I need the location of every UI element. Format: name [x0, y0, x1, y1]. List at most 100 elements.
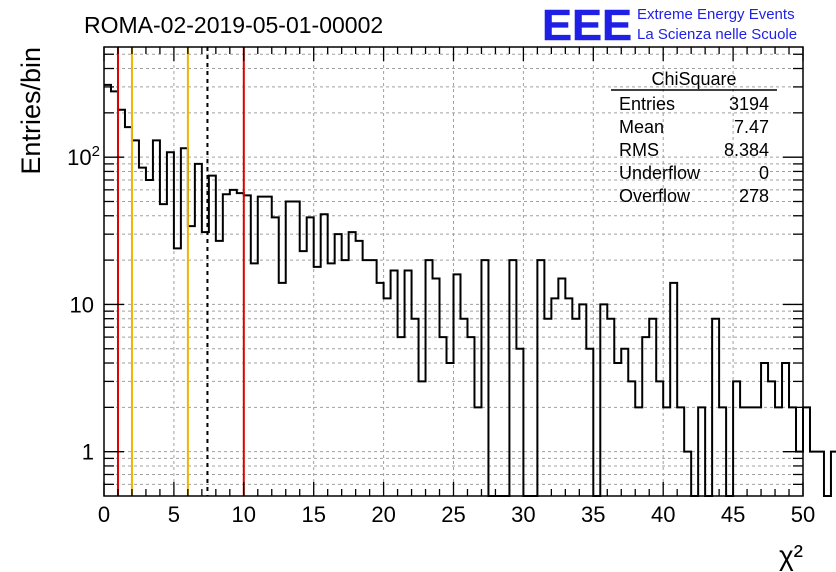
histogram-bin	[810, 452, 817, 496]
histogram-bin	[230, 190, 237, 496]
x-tick-labels: 0 5 10 15 20 25 30 35 40 45 50	[98, 502, 815, 527]
histogram-bin	[447, 363, 454, 496]
histogram-bin	[628, 381, 635, 496]
histogram-bin	[272, 217, 279, 496]
histogram-bin	[118, 110, 125, 496]
histogram-bin	[146, 180, 153, 496]
histogram-bin	[237, 193, 244, 496]
histogram-bin	[377, 283, 384, 496]
histogram-bin	[586, 349, 593, 496]
histogram-bin	[733, 381, 740, 496]
x-tick-label: 50	[791, 502, 815, 527]
histogram-bin	[223, 194, 230, 496]
stats-label: RMS	[619, 140, 659, 160]
histogram-bin	[600, 304, 607, 496]
histogram-bin	[419, 381, 426, 496]
histogram-bin	[111, 91, 118, 496]
x-tick-label: 10	[232, 502, 256, 527]
stats-box-bg	[611, 70, 777, 71]
histogram-bin	[363, 260, 370, 496]
y-tick-labels: 1 10 102	[67, 143, 100, 465]
histogram-bin	[258, 197, 265, 496]
histogram-bin	[300, 251, 307, 496]
histogram-bin	[440, 337, 447, 496]
histogram-bin	[817, 452, 824, 496]
chart-title: ROMA-02-2019-05-01-00002	[84, 12, 383, 38]
histogram-bin	[761, 363, 768, 496]
x-tick-label: 35	[581, 502, 605, 527]
histogram-bin	[426, 260, 433, 496]
histogram-bin	[370, 260, 377, 496]
stats-label: Entries	[619, 94, 675, 114]
histogram-bin	[160, 204, 167, 496]
axes	[103, 46, 804, 497]
x-tick-label: 25	[441, 502, 465, 527]
eee-logo: EEE Extreme Energy Events La Scienza nel…	[542, 1, 797, 51]
x-tick-label: 40	[651, 502, 675, 527]
logo-line1: Extreme Energy Events	[637, 6, 795, 23]
x-tick-label: 20	[371, 502, 395, 527]
stats-title: ChiSquare	[651, 69, 736, 89]
histogram-bin	[209, 176, 216, 496]
x-tick-label: 0	[98, 502, 110, 527]
x-tick-label: 30	[511, 502, 535, 527]
histogram-bin	[244, 195, 251, 496]
histogram-bin	[467, 337, 474, 496]
histogram-bin	[398, 337, 405, 496]
histogram-bin	[216, 241, 223, 496]
histogram-bin	[803, 407, 810, 496]
logo-line2: La Scienza nelle Scuole	[637, 26, 797, 43]
histogram-bin	[782, 363, 789, 496]
histogram-bin	[181, 148, 188, 496]
x-tick-label: 45	[721, 502, 745, 527]
y-tick-label: 1	[82, 440, 94, 465]
histogram-bin	[579, 304, 586, 496]
histogram-bin	[621, 349, 628, 496]
histogram-bin	[139, 168, 146, 496]
stats-rows: Entries 3194 Mean 7.47 RMS 8.384 Underflow 0 Ove…	[619, 94, 769, 206]
stats-value: 0	[759, 163, 769, 183]
histogram-bin	[454, 274, 461, 496]
histogram-bin	[656, 381, 663, 496]
stats-value: 8.384	[724, 140, 769, 160]
histogram-bin	[342, 260, 349, 496]
stats-label: Mean	[619, 117, 664, 137]
histogram-bin	[195, 164, 202, 496]
x-tick-label: 5	[168, 502, 180, 527]
histogram-bin	[321, 214, 328, 496]
stats-box: ChiSquare Entries 3194 Mean 7.47 RMS 8.384 Und…	[611, 69, 777, 206]
stats-value: 7.47	[734, 117, 769, 137]
histogram-bin	[335, 234, 342, 496]
histogram-bin	[307, 217, 314, 496]
histogram-bin	[265, 197, 272, 496]
histogram-bin	[279, 283, 286, 496]
histogram-bin	[328, 263, 335, 496]
histogram-bin	[670, 283, 677, 496]
histogram-bin	[104, 85, 111, 496]
histogram-bin	[167, 152, 174, 496]
y-tick-label: 10	[70, 292, 94, 317]
x-axis-label: χ²	[779, 540, 803, 571]
histogram-bin	[188, 226, 195, 496]
histogram-bin	[481, 260, 488, 496]
logo-mark: EEE	[542, 1, 632, 50]
stats-value: 278	[739, 186, 769, 206]
histogram-bin	[356, 241, 363, 496]
histogram-bin	[537, 260, 544, 496]
stats-value: 3194	[729, 94, 769, 114]
reference-lines	[116, 47, 245, 496]
histogram-outline	[104, 83, 836, 497]
y-tick-label: 102	[67, 143, 100, 170]
stats-label: Underflow	[619, 163, 701, 183]
x-tick-label: 15	[301, 502, 325, 527]
histogram-bin	[768, 381, 775, 496]
stats-label: Overflow	[619, 186, 691, 206]
histogram-bin	[614, 363, 621, 496]
y-axis-label: Entries/bin	[16, 47, 46, 175]
histogram-bin	[349, 232, 356, 496]
histogram-bin	[509, 260, 516, 496]
histogram-bin	[516, 349, 523, 496]
histogram-bars	[104, 83, 836, 497]
histogram-bin	[251, 263, 258, 496]
